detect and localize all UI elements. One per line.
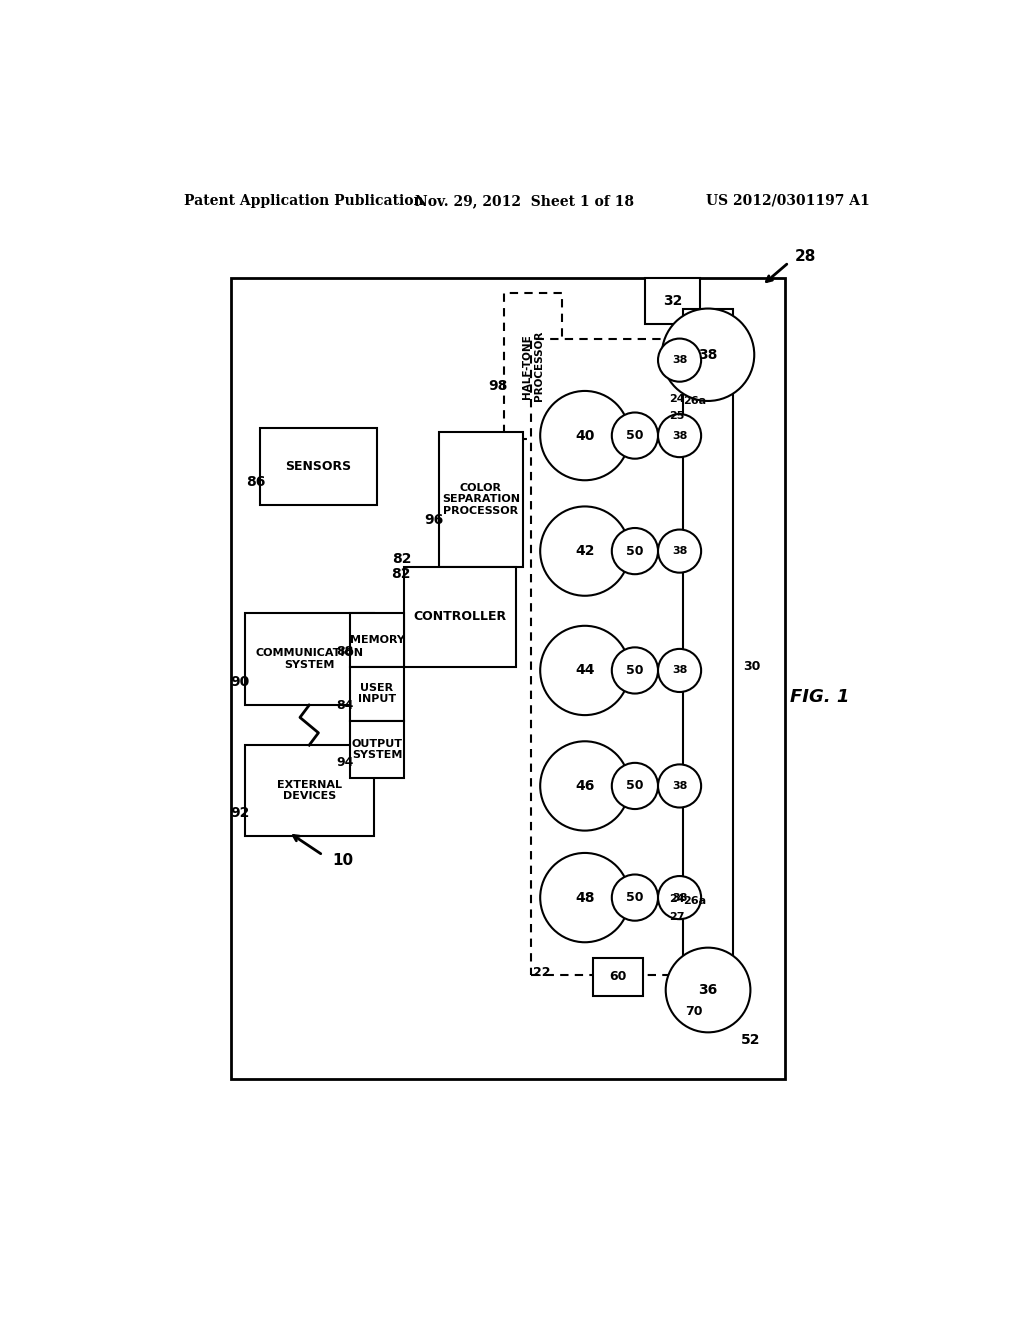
Text: EXTERNAL
DEVICES: EXTERNAL DEVICES bbox=[276, 780, 342, 801]
Bar bbox=[245, 612, 374, 705]
Text: 38: 38 bbox=[672, 546, 687, 556]
Circle shape bbox=[658, 764, 701, 808]
Text: 32: 32 bbox=[663, 294, 682, 308]
Text: 98: 98 bbox=[488, 379, 508, 392]
Text: 50: 50 bbox=[626, 664, 644, 677]
Circle shape bbox=[662, 309, 755, 401]
Text: COMMUNICATION
SYSTEM: COMMUNICATION SYSTEM bbox=[255, 648, 364, 669]
Text: Patent Application Publication: Patent Application Publication bbox=[184, 194, 424, 207]
Text: 46: 46 bbox=[575, 779, 595, 793]
Text: 48: 48 bbox=[575, 891, 595, 904]
Text: 50: 50 bbox=[626, 429, 644, 442]
Text: 52: 52 bbox=[741, 1034, 761, 1047]
Text: 27: 27 bbox=[670, 912, 685, 921]
Text: 50: 50 bbox=[626, 545, 644, 557]
Text: SENSORS: SENSORS bbox=[286, 459, 351, 473]
Bar bbox=[350, 612, 403, 667]
Circle shape bbox=[541, 507, 630, 595]
Text: 84: 84 bbox=[336, 698, 353, 711]
Circle shape bbox=[611, 763, 658, 809]
Text: 88: 88 bbox=[336, 644, 353, 657]
Text: 38: 38 bbox=[672, 430, 687, 441]
Bar bbox=[531, 339, 708, 974]
Text: 44: 44 bbox=[575, 664, 595, 677]
Text: 70: 70 bbox=[685, 1005, 702, 1018]
Text: 38: 38 bbox=[672, 665, 687, 676]
Circle shape bbox=[541, 853, 630, 942]
Bar bbox=[683, 309, 733, 1014]
Text: 36: 36 bbox=[698, 983, 718, 997]
Text: 10: 10 bbox=[333, 853, 353, 869]
Circle shape bbox=[658, 414, 701, 457]
Text: 38: 38 bbox=[698, 347, 718, 362]
Text: 26a: 26a bbox=[683, 396, 707, 407]
Text: 90: 90 bbox=[230, 675, 250, 689]
Bar bbox=[403, 566, 515, 667]
Text: US 2012/0301197 A1: US 2012/0301197 A1 bbox=[706, 194, 869, 207]
Text: OUTPUT
SYSTEM: OUTPUT SYSTEM bbox=[351, 739, 402, 760]
Bar bbox=[230, 277, 785, 1078]
Text: MEMORY: MEMORY bbox=[349, 635, 404, 644]
Circle shape bbox=[666, 948, 751, 1032]
Circle shape bbox=[541, 391, 630, 480]
Text: 38: 38 bbox=[672, 892, 687, 903]
Text: 96: 96 bbox=[425, 513, 444, 527]
Circle shape bbox=[611, 647, 658, 693]
Text: HALF-TONE
PROCESSOR: HALF-TONE PROCESSOR bbox=[522, 331, 544, 401]
Bar bbox=[245, 744, 374, 836]
Text: COLOR
SEPARATION
PROCESSOR: COLOR SEPARATION PROCESSOR bbox=[442, 483, 520, 516]
Text: 38: 38 bbox=[672, 781, 687, 791]
Circle shape bbox=[611, 874, 658, 921]
Circle shape bbox=[611, 528, 658, 574]
Circle shape bbox=[541, 742, 630, 830]
Bar bbox=[438, 432, 523, 566]
Text: 82: 82 bbox=[391, 568, 411, 581]
Text: 26a: 26a bbox=[683, 896, 707, 907]
Text: CONTROLLER: CONTROLLER bbox=[413, 610, 506, 623]
Text: 86: 86 bbox=[246, 475, 265, 488]
Text: 24: 24 bbox=[670, 393, 685, 404]
Bar bbox=[260, 428, 377, 506]
Text: Nov. 29, 2012  Sheet 1 of 18: Nov. 29, 2012 Sheet 1 of 18 bbox=[416, 194, 634, 207]
Circle shape bbox=[541, 626, 630, 715]
Text: 22: 22 bbox=[532, 966, 550, 979]
Text: 60: 60 bbox=[609, 970, 627, 983]
Text: 38: 38 bbox=[672, 355, 687, 366]
Circle shape bbox=[611, 413, 658, 459]
Text: 30: 30 bbox=[742, 660, 760, 673]
Text: 50: 50 bbox=[626, 779, 644, 792]
Text: 24: 24 bbox=[670, 894, 685, 904]
Text: 50: 50 bbox=[626, 891, 644, 904]
Text: FIG. 1: FIG. 1 bbox=[791, 689, 849, 706]
Bar bbox=[504, 293, 562, 440]
Text: 40: 40 bbox=[575, 429, 595, 442]
Circle shape bbox=[658, 339, 701, 381]
Text: 94: 94 bbox=[336, 756, 353, 770]
Bar bbox=[350, 667, 403, 721]
Text: 42: 42 bbox=[575, 544, 595, 558]
Text: USER
INPUT: USER INPUT bbox=[358, 682, 396, 705]
Circle shape bbox=[658, 529, 701, 573]
Text: 25: 25 bbox=[670, 412, 685, 421]
Text: 82: 82 bbox=[392, 552, 412, 566]
Bar bbox=[593, 958, 643, 997]
Bar bbox=[645, 277, 700, 323]
Text: 92: 92 bbox=[230, 807, 250, 820]
Circle shape bbox=[658, 649, 701, 692]
Text: 28: 28 bbox=[795, 248, 816, 264]
Bar bbox=[350, 721, 403, 779]
Circle shape bbox=[658, 876, 701, 919]
